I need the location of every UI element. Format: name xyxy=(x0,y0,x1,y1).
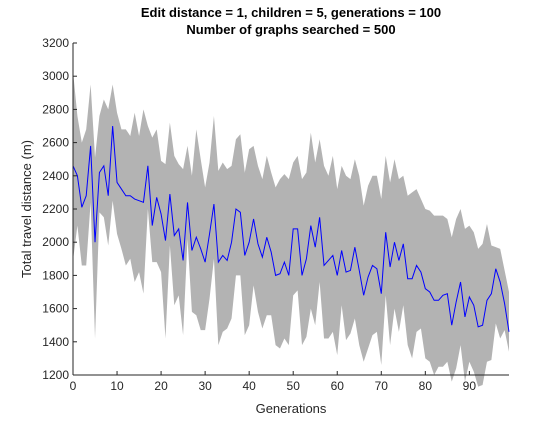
y-tick-label: 2800 xyxy=(42,102,69,116)
y-tick-label: 1800 xyxy=(42,268,69,282)
series-line-layer xyxy=(72,125,510,332)
chart-title-line2: Number of graphs searched = 500 xyxy=(186,22,395,37)
x-tick-label: 70 xyxy=(375,379,389,393)
x-tick-label: 0 xyxy=(70,379,77,393)
x-axis-label: Generations xyxy=(256,401,327,416)
range-band xyxy=(73,71,509,387)
y-tick-label: 2400 xyxy=(42,169,69,183)
x-tick-label: 50 xyxy=(287,379,301,393)
y-tick-label: 2600 xyxy=(42,136,69,150)
x-tick-label: 20 xyxy=(154,379,168,393)
x-tick-label: 40 xyxy=(242,379,256,393)
x-tick-label: 90 xyxy=(463,379,477,393)
series-line xyxy=(72,125,510,332)
y-tick-label: 3200 xyxy=(42,36,69,50)
chart-title-line1: Edit distance = 1, children = 5, generat… xyxy=(141,5,441,20)
x-tick-label: 80 xyxy=(419,379,433,393)
y-tick-label: 2200 xyxy=(42,202,69,216)
y-tick-label: 1600 xyxy=(42,302,69,316)
y-axis-ticks: 1200 1400 1600 1800 2000 2200 2400 2600 2800 3000… xyxy=(42,36,77,382)
x-axis-ticks: 0 10 20 30 40 50 60 70 80 90 xyxy=(70,371,477,393)
x-tick-label: 10 xyxy=(110,379,124,393)
range-band-layer xyxy=(73,71,509,387)
y-tick-label: 3000 xyxy=(42,69,69,83)
x-tick-label: 60 xyxy=(331,379,345,393)
x-tick-label: 30 xyxy=(198,379,212,393)
y-axis-label: Total travel distance (m) xyxy=(19,140,34,278)
y-tick-label: 1400 xyxy=(42,335,69,349)
y-tick-label: 2000 xyxy=(42,235,69,249)
y-tick-label: 1200 xyxy=(42,368,69,382)
